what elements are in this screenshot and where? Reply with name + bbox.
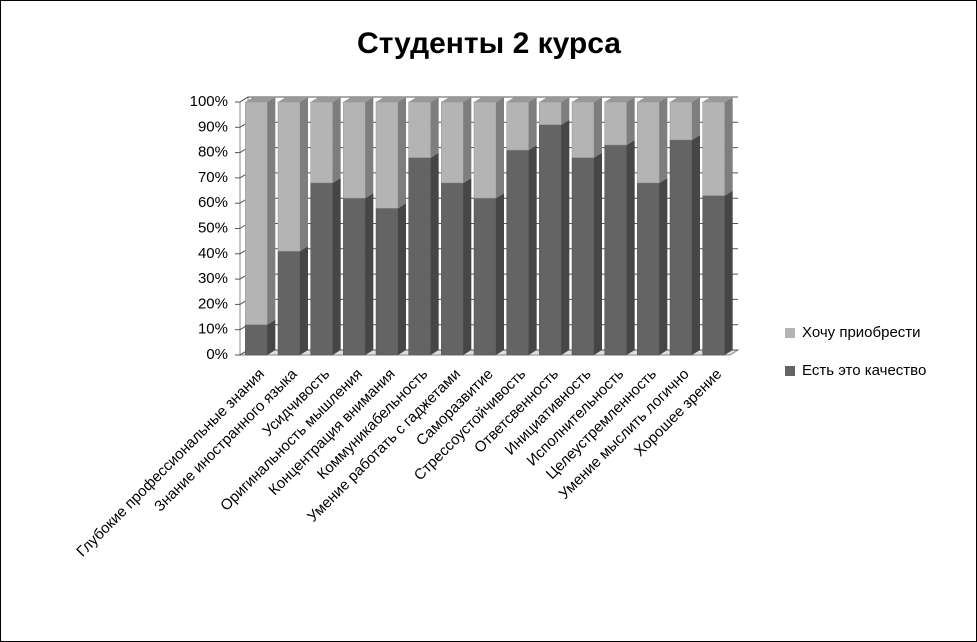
bar-side (365, 193, 374, 355)
y-tick-label: 0% (206, 346, 228, 363)
bar-top (702, 97, 733, 102)
bar (637, 182, 660, 356)
bar-side (659, 177, 668, 355)
bar-top (670, 97, 700, 102)
bar (539, 101, 562, 126)
bar (473, 101, 497, 199)
bar-top (441, 97, 472, 102)
legend-swatch (785, 366, 795, 376)
bar (245, 324, 268, 356)
bar-side (528, 97, 537, 151)
bar-top (408, 97, 439, 102)
legend-label: Есть это качество (802, 362, 926, 379)
bar-side (267, 319, 276, 355)
bar-side (594, 152, 602, 355)
bar (506, 149, 529, 356)
bar-side (561, 97, 570, 125)
bar (571, 157, 595, 356)
bar-side (430, 97, 439, 158)
bar-side (561, 119, 570, 356)
bar (604, 144, 627, 356)
bar (506, 101, 529, 151)
bar-side (267, 97, 276, 325)
bar-top (506, 97, 537, 102)
y-tick-label: 60% (198, 194, 228, 211)
bar (408, 101, 431, 158)
bar-side (626, 97, 635, 146)
y-tick-label: 30% (198, 270, 228, 287)
bar-side (496, 193, 504, 355)
bar (310, 101, 333, 184)
bar-top (604, 97, 635, 102)
bar (441, 182, 464, 356)
bar (375, 101, 399, 209)
bar (310, 182, 333, 356)
bar (441, 101, 464, 184)
bar (473, 197, 497, 356)
bar-top (637, 97, 668, 102)
bar-side (496, 97, 504, 199)
bar-top (310, 97, 341, 102)
bar-side (724, 97, 733, 196)
bar-side (659, 97, 668, 183)
bar-top (245, 97, 276, 102)
bar (669, 101, 693, 141)
bar (702, 195, 725, 356)
y-tick-label: 50% (198, 219, 228, 236)
bar-side (398, 203, 406, 355)
bar-side (626, 140, 635, 355)
bar (571, 101, 595, 158)
bar-side (692, 134, 700, 355)
bar (277, 101, 301, 252)
y-tick-label: 70% (198, 169, 228, 186)
bar-side (365, 97, 374, 199)
bar-top (278, 97, 308, 102)
y-tick-label: 20% (198, 295, 228, 312)
grid-line (239, 96, 738, 103)
bar-side (724, 190, 733, 355)
bar (637, 101, 660, 184)
bar-side (300, 97, 308, 252)
y-tick-label: 100% (190, 93, 228, 110)
bar (245, 101, 268, 325)
bar (539, 124, 562, 356)
bar (669, 139, 693, 356)
bar-top (572, 97, 602, 102)
bar-top (343, 97, 374, 102)
bar-side (594, 97, 602, 158)
y-tick-label: 10% (198, 321, 228, 338)
bar-top (539, 97, 570, 102)
bar-side (430, 152, 439, 355)
bar-side (300, 246, 308, 355)
bar-side (463, 97, 472, 183)
bar-side (528, 145, 537, 355)
bar (277, 251, 301, 356)
y-tick-label: 90% (198, 118, 228, 135)
chart-title: Студенты 2 курса (357, 27, 621, 60)
bar-top (376, 97, 406, 102)
bar-side (332, 177, 341, 355)
bar (702, 101, 725, 196)
legend-swatch (785, 328, 795, 338)
bar-side (332, 97, 341, 183)
legend-label: Хочу приобрести (802, 324, 921, 341)
bar-side (398, 97, 406, 209)
bar-side (463, 177, 472, 355)
bar (375, 208, 399, 356)
bar (408, 157, 431, 356)
y-tick-label: 40% (198, 245, 228, 262)
bar (604, 101, 627, 146)
y-tick-label: 80% (198, 144, 228, 161)
bar-side (692, 97, 700, 140)
bar (343, 101, 366, 199)
bar-top (474, 97, 504, 102)
bar (343, 197, 366, 356)
